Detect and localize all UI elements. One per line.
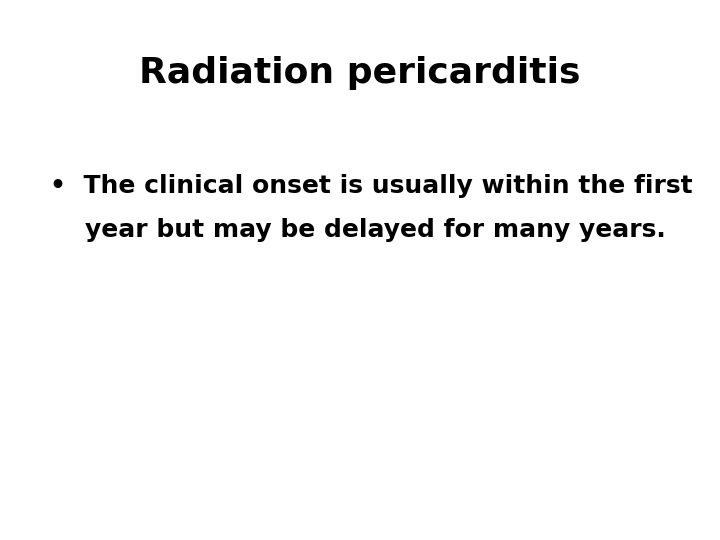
Text: Radiation pericarditis: Radiation pericarditis	[139, 56, 581, 90]
Text: •  The clinical onset is usually within the first: • The clinical onset is usually within t…	[50, 174, 693, 198]
Text: year but may be delayed for many years.: year but may be delayed for many years.	[50, 218, 666, 241]
